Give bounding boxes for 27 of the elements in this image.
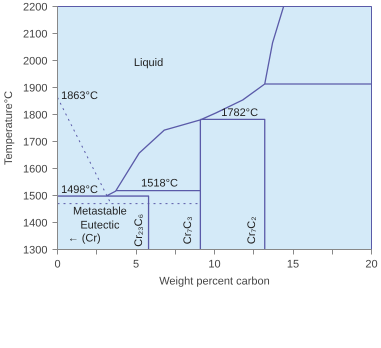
y-tick-label: 1700 bbox=[23, 136, 48, 148]
annotation: 1782°C bbox=[221, 106, 258, 119]
x-tick-label: 0 bbox=[54, 258, 61, 270]
x-tick-label: 10 bbox=[208, 258, 221, 270]
x-axis-title: Weight percent carbon bbox=[159, 276, 270, 288]
y-tick-label: 1300 bbox=[23, 244, 48, 256]
y-tick-label: 1500 bbox=[23, 190, 48, 202]
y-tick-label: 1400 bbox=[23, 218, 48, 230]
y-tick-label: 1600 bbox=[23, 164, 48, 176]
y-tick-label: 2100 bbox=[23, 28, 48, 40]
y-axis-title: Temperature°C bbox=[3, 90, 16, 166]
annotation: 1518°C bbox=[141, 177, 178, 190]
annotation: 1498°C bbox=[61, 184, 98, 196]
annotation: Cr₇C₂ bbox=[246, 216, 258, 244]
x-tick-label: 20 bbox=[365, 258, 378, 270]
annotation: ← (Cr) bbox=[68, 232, 101, 244]
annotation: 1863°C bbox=[61, 90, 98, 102]
x-tick-label: 5 bbox=[132, 258, 140, 270]
y-tick-label: 2000 bbox=[23, 56, 48, 68]
annotation: Cr₇C₃ bbox=[182, 216, 194, 244]
annotation: Metastable Eutectic bbox=[72, 205, 127, 232]
annotation: Cr₂₃C₆ bbox=[133, 214, 146, 247]
y-tick-label: 1900 bbox=[23, 82, 48, 94]
y-tick-label: 2200 bbox=[23, 2, 48, 14]
y-tick-label: 1800 bbox=[23, 110, 48, 122]
x-tick-label: 15 bbox=[286, 258, 300, 270]
annotation: Liquid bbox=[134, 56, 164, 69]
